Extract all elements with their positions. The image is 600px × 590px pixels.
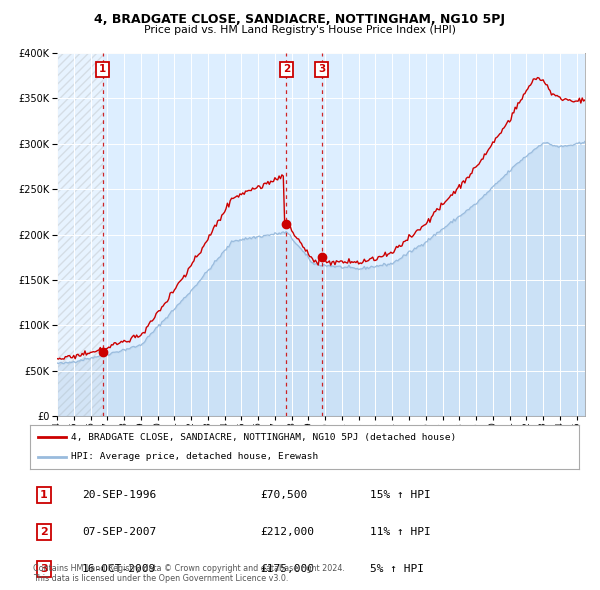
- Text: 20-SEP-1996: 20-SEP-1996: [82, 490, 157, 500]
- Text: 11% ↑ HPI: 11% ↑ HPI: [370, 527, 431, 537]
- Text: 1: 1: [99, 64, 106, 74]
- Bar: [57, 53, 103, 416]
- Text: 2: 2: [283, 64, 290, 74]
- Text: 07-SEP-2007: 07-SEP-2007: [82, 527, 157, 537]
- Text: 1: 1: [40, 490, 47, 500]
- Text: 4, BRADGATE CLOSE, SANDIACRE, NOTTINGHAM, NG10 5PJ: 4, BRADGATE CLOSE, SANDIACRE, NOTTINGHAM…: [95, 13, 505, 26]
- Text: 15% ↑ HPI: 15% ↑ HPI: [370, 490, 431, 500]
- Text: 4, BRADGATE CLOSE, SANDIACRE, NOTTINGHAM, NG10 5PJ (detached house): 4, BRADGATE CLOSE, SANDIACRE, NOTTINGHAM…: [71, 432, 457, 442]
- Text: 16-OCT-2009: 16-OCT-2009: [82, 565, 157, 574]
- Text: 2: 2: [40, 527, 47, 537]
- Text: Contains HM Land Registry data © Crown copyright and database right 2024.
This d: Contains HM Land Registry data © Crown c…: [33, 563, 345, 583]
- Text: £175,000: £175,000: [260, 565, 314, 574]
- Text: 5% ↑ HPI: 5% ↑ HPI: [370, 565, 424, 574]
- Text: 3: 3: [318, 64, 325, 74]
- Text: £212,000: £212,000: [260, 527, 314, 537]
- Text: HPI: Average price, detached house, Erewash: HPI: Average price, detached house, Erew…: [71, 452, 319, 461]
- Text: Price paid vs. HM Land Registry's House Price Index (HPI): Price paid vs. HM Land Registry's House …: [144, 25, 456, 35]
- Text: £70,500: £70,500: [260, 490, 308, 500]
- Text: 3: 3: [40, 565, 47, 574]
